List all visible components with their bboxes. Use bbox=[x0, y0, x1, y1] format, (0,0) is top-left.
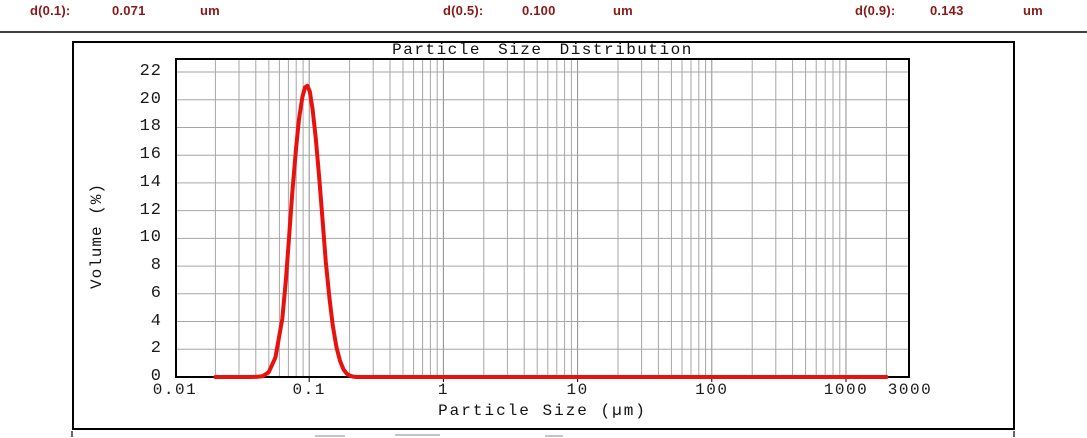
x-tick-label: 0.01 bbox=[152, 381, 198, 399]
x-tick-label: 100 bbox=[695, 381, 729, 399]
d90-label: d(0.9): bbox=[855, 3, 896, 18]
y-tick-label: 16 bbox=[139, 145, 162, 165]
cropped-content-fragment bbox=[315, 435, 345, 437]
cropped-content-fragment bbox=[1013, 431, 1015, 437]
cropped-content-fragment bbox=[545, 435, 563, 437]
chart-frame bbox=[72, 41, 1015, 430]
plot-border bbox=[175, 58, 910, 378]
y-tick-label: 0 bbox=[150, 367, 162, 386]
volume-curve bbox=[213, 83, 889, 379]
d50-label: d(0.5): bbox=[443, 3, 484, 18]
cropped-content-fragment bbox=[395, 434, 440, 436]
y-tick-label: 18 bbox=[139, 117, 162, 137]
x-tick-label: 0.1 bbox=[292, 381, 326, 399]
d50-unit: um bbox=[613, 3, 633, 18]
y-tick-label: 8 bbox=[150, 256, 162, 276]
x-axis-title: Particle Size (µm) bbox=[438, 402, 647, 420]
d10-value: 0.071 bbox=[112, 3, 146, 18]
d10-label: d(0.1): bbox=[30, 3, 71, 18]
chart-title: Particle Size Distribution bbox=[392, 41, 693, 59]
y-tick-label: 4 bbox=[150, 311, 162, 331]
x-tick-label: 1000 bbox=[823, 381, 869, 399]
d10-unit: um bbox=[200, 3, 220, 18]
d90-unit: um bbox=[1023, 3, 1043, 18]
header-divider bbox=[0, 31, 1087, 33]
y-tick-label: 10 bbox=[139, 228, 162, 248]
y-tick-label: 22 bbox=[139, 62, 162, 81]
d50-value: 0.100 bbox=[522, 3, 556, 18]
x-tick-label: 3000 bbox=[887, 381, 933, 399]
x-tick-label: 1 bbox=[437, 381, 449, 399]
cropped-content-fragment bbox=[71, 431, 73, 437]
y-tick-label: 20 bbox=[139, 89, 162, 109]
x-tick-label: 10 bbox=[566, 381, 589, 399]
y-tick-label: 12 bbox=[139, 200, 162, 220]
y-tick-label: 14 bbox=[139, 172, 162, 192]
d90-value: 0.143 bbox=[930, 3, 964, 18]
plot-area bbox=[175, 58, 910, 382]
y-tick-label: 2 bbox=[150, 339, 162, 359]
y-tick-label: 6 bbox=[150, 283, 162, 303]
